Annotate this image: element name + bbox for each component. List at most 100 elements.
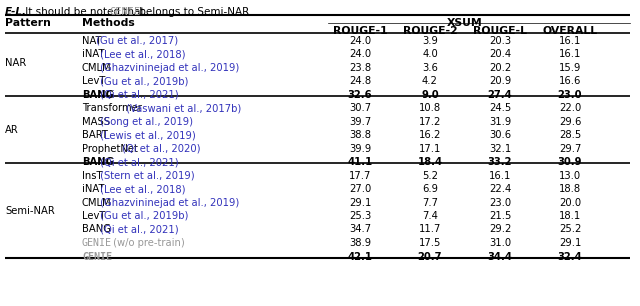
- Text: 34.7: 34.7: [349, 225, 371, 234]
- Text: 30.7: 30.7: [349, 103, 371, 113]
- Text: (Song et al., 2019): (Song et al., 2019): [97, 117, 193, 126]
- Text: 29.1: 29.1: [349, 197, 371, 207]
- Text: 13.0: 13.0: [559, 170, 581, 181]
- Text: E-L.: E-L.: [5, 7, 27, 17]
- Text: 16.1: 16.1: [559, 35, 581, 46]
- Text: 20.4: 20.4: [489, 49, 511, 59]
- Text: (Qi et al., 2021): (Qi et al., 2021): [97, 89, 179, 99]
- Text: belongs to Semi-NAR.: belongs to Semi-NAR.: [136, 7, 252, 17]
- Text: (w/o pre-train): (w/o pre-train): [110, 238, 185, 248]
- Text: (Gu et al., 2019b): (Gu et al., 2019b): [97, 211, 188, 221]
- Text: BART: BART: [82, 130, 108, 140]
- Text: ProphetNet: ProphetNet: [82, 144, 138, 154]
- Text: (Lee et al., 2018): (Lee et al., 2018): [97, 49, 186, 59]
- Text: 31.0: 31.0: [489, 238, 511, 248]
- Text: 5.2: 5.2: [422, 170, 438, 181]
- Text: It should be noted that: It should be noted that: [22, 7, 148, 17]
- Text: 23.0: 23.0: [557, 89, 582, 99]
- Text: XSUM: XSUM: [447, 18, 483, 28]
- Text: Pattern: Pattern: [5, 18, 51, 28]
- Text: (Ghazvininejad et al., 2019): (Ghazvininejad et al., 2019): [97, 197, 239, 207]
- Text: 32.6: 32.6: [348, 89, 372, 99]
- Text: 17.1: 17.1: [419, 144, 441, 154]
- Text: LevT: LevT: [82, 76, 106, 86]
- Text: Semi-NAR: Semi-NAR: [5, 206, 55, 216]
- Text: 27.0: 27.0: [349, 184, 371, 194]
- Text: 18.8: 18.8: [559, 184, 581, 194]
- Text: (Gu et al., 2019b): (Gu et al., 2019b): [97, 76, 188, 86]
- Text: 39.7: 39.7: [349, 117, 371, 126]
- Text: 27.4: 27.4: [488, 89, 513, 99]
- Text: GENIE: GENIE: [82, 238, 112, 248]
- Text: 20.3: 20.3: [489, 35, 511, 46]
- Text: (Qi et al., 2021): (Qi et al., 2021): [97, 157, 179, 167]
- Text: 25.3: 25.3: [349, 211, 371, 221]
- Text: 16.6: 16.6: [559, 76, 581, 86]
- Text: (Lewis et al., 2019): (Lewis et al., 2019): [97, 130, 196, 140]
- Text: BANG: BANG: [82, 89, 114, 99]
- Text: 29.1: 29.1: [559, 238, 581, 248]
- Text: NAT: NAT: [82, 35, 102, 46]
- Text: 32.4: 32.4: [557, 252, 582, 262]
- Text: 33.2: 33.2: [488, 157, 512, 167]
- Text: iNAT: iNAT: [82, 49, 104, 59]
- Text: 25.2: 25.2: [559, 225, 581, 234]
- Text: 20.7: 20.7: [418, 252, 442, 262]
- Text: 16.1: 16.1: [489, 170, 511, 181]
- Text: 38.8: 38.8: [349, 130, 371, 140]
- Text: MASS: MASS: [82, 117, 110, 126]
- Text: 20.9: 20.9: [489, 76, 511, 86]
- Text: BANG: BANG: [82, 225, 111, 234]
- Text: 20.2: 20.2: [489, 62, 511, 73]
- Text: CMLM: CMLM: [82, 62, 111, 73]
- Text: CMLM: CMLM: [82, 197, 111, 207]
- Text: AR: AR: [5, 125, 19, 135]
- Text: 6.9: 6.9: [422, 184, 438, 194]
- Text: 17.5: 17.5: [419, 238, 441, 248]
- Text: 7.7: 7.7: [422, 197, 438, 207]
- Text: 16.1: 16.1: [559, 49, 581, 59]
- Text: ROUGE-L: ROUGE-L: [473, 26, 527, 36]
- Text: 10.8: 10.8: [419, 103, 441, 113]
- Text: 11.7: 11.7: [419, 225, 441, 234]
- Text: 7.4: 7.4: [422, 211, 438, 221]
- Text: 39.9: 39.9: [349, 144, 371, 154]
- Text: 23.8: 23.8: [349, 62, 371, 73]
- Text: 31.9: 31.9: [489, 117, 511, 126]
- Text: 3.9: 3.9: [422, 35, 438, 46]
- Text: GENIE: GENIE: [110, 7, 141, 17]
- Text: 29.2: 29.2: [489, 225, 511, 234]
- Text: 4.2: 4.2: [422, 76, 438, 86]
- Text: (Gu et al., 2017): (Gu et al., 2017): [93, 35, 179, 46]
- Text: 17.7: 17.7: [349, 170, 371, 181]
- Text: 23.0: 23.0: [489, 197, 511, 207]
- Text: 21.5: 21.5: [489, 211, 511, 221]
- Text: 16.2: 16.2: [419, 130, 441, 140]
- Text: (Qi et al., 2020): (Qi et al., 2020): [120, 144, 201, 154]
- Text: 17.2: 17.2: [419, 117, 441, 126]
- Text: 4.0: 4.0: [422, 49, 438, 59]
- Text: 18.1: 18.1: [559, 211, 581, 221]
- Text: 28.5: 28.5: [559, 130, 581, 140]
- Text: 18.4: 18.4: [417, 157, 443, 167]
- Text: LevT: LevT: [82, 211, 106, 221]
- Text: 38.9: 38.9: [349, 238, 371, 248]
- Text: InsT: InsT: [82, 170, 102, 181]
- Text: 29.7: 29.7: [559, 144, 581, 154]
- Text: 24.0: 24.0: [349, 49, 371, 59]
- Text: 42.1: 42.1: [348, 252, 372, 262]
- Text: Methods: Methods: [82, 18, 135, 28]
- Text: Transformer: Transformer: [82, 103, 142, 113]
- Text: 20.0: 20.0: [559, 197, 581, 207]
- Text: 24.5: 24.5: [489, 103, 511, 113]
- Text: (Ghazvininejad et al., 2019): (Ghazvininejad et al., 2019): [97, 62, 239, 73]
- Text: (Vaswani et al., 2017b): (Vaswani et al., 2017b): [123, 103, 241, 113]
- Text: (Stern et al., 2019): (Stern et al., 2019): [97, 170, 195, 181]
- Text: 24.0: 24.0: [349, 35, 371, 46]
- Text: 30.9: 30.9: [557, 157, 582, 167]
- Text: 9.0: 9.0: [421, 89, 439, 99]
- Text: GENIE: GENIE: [82, 252, 112, 262]
- Text: (Lee et al., 2018): (Lee et al., 2018): [97, 184, 186, 194]
- Text: ROUGE-2: ROUGE-2: [403, 26, 458, 36]
- Text: BANG: BANG: [82, 157, 114, 167]
